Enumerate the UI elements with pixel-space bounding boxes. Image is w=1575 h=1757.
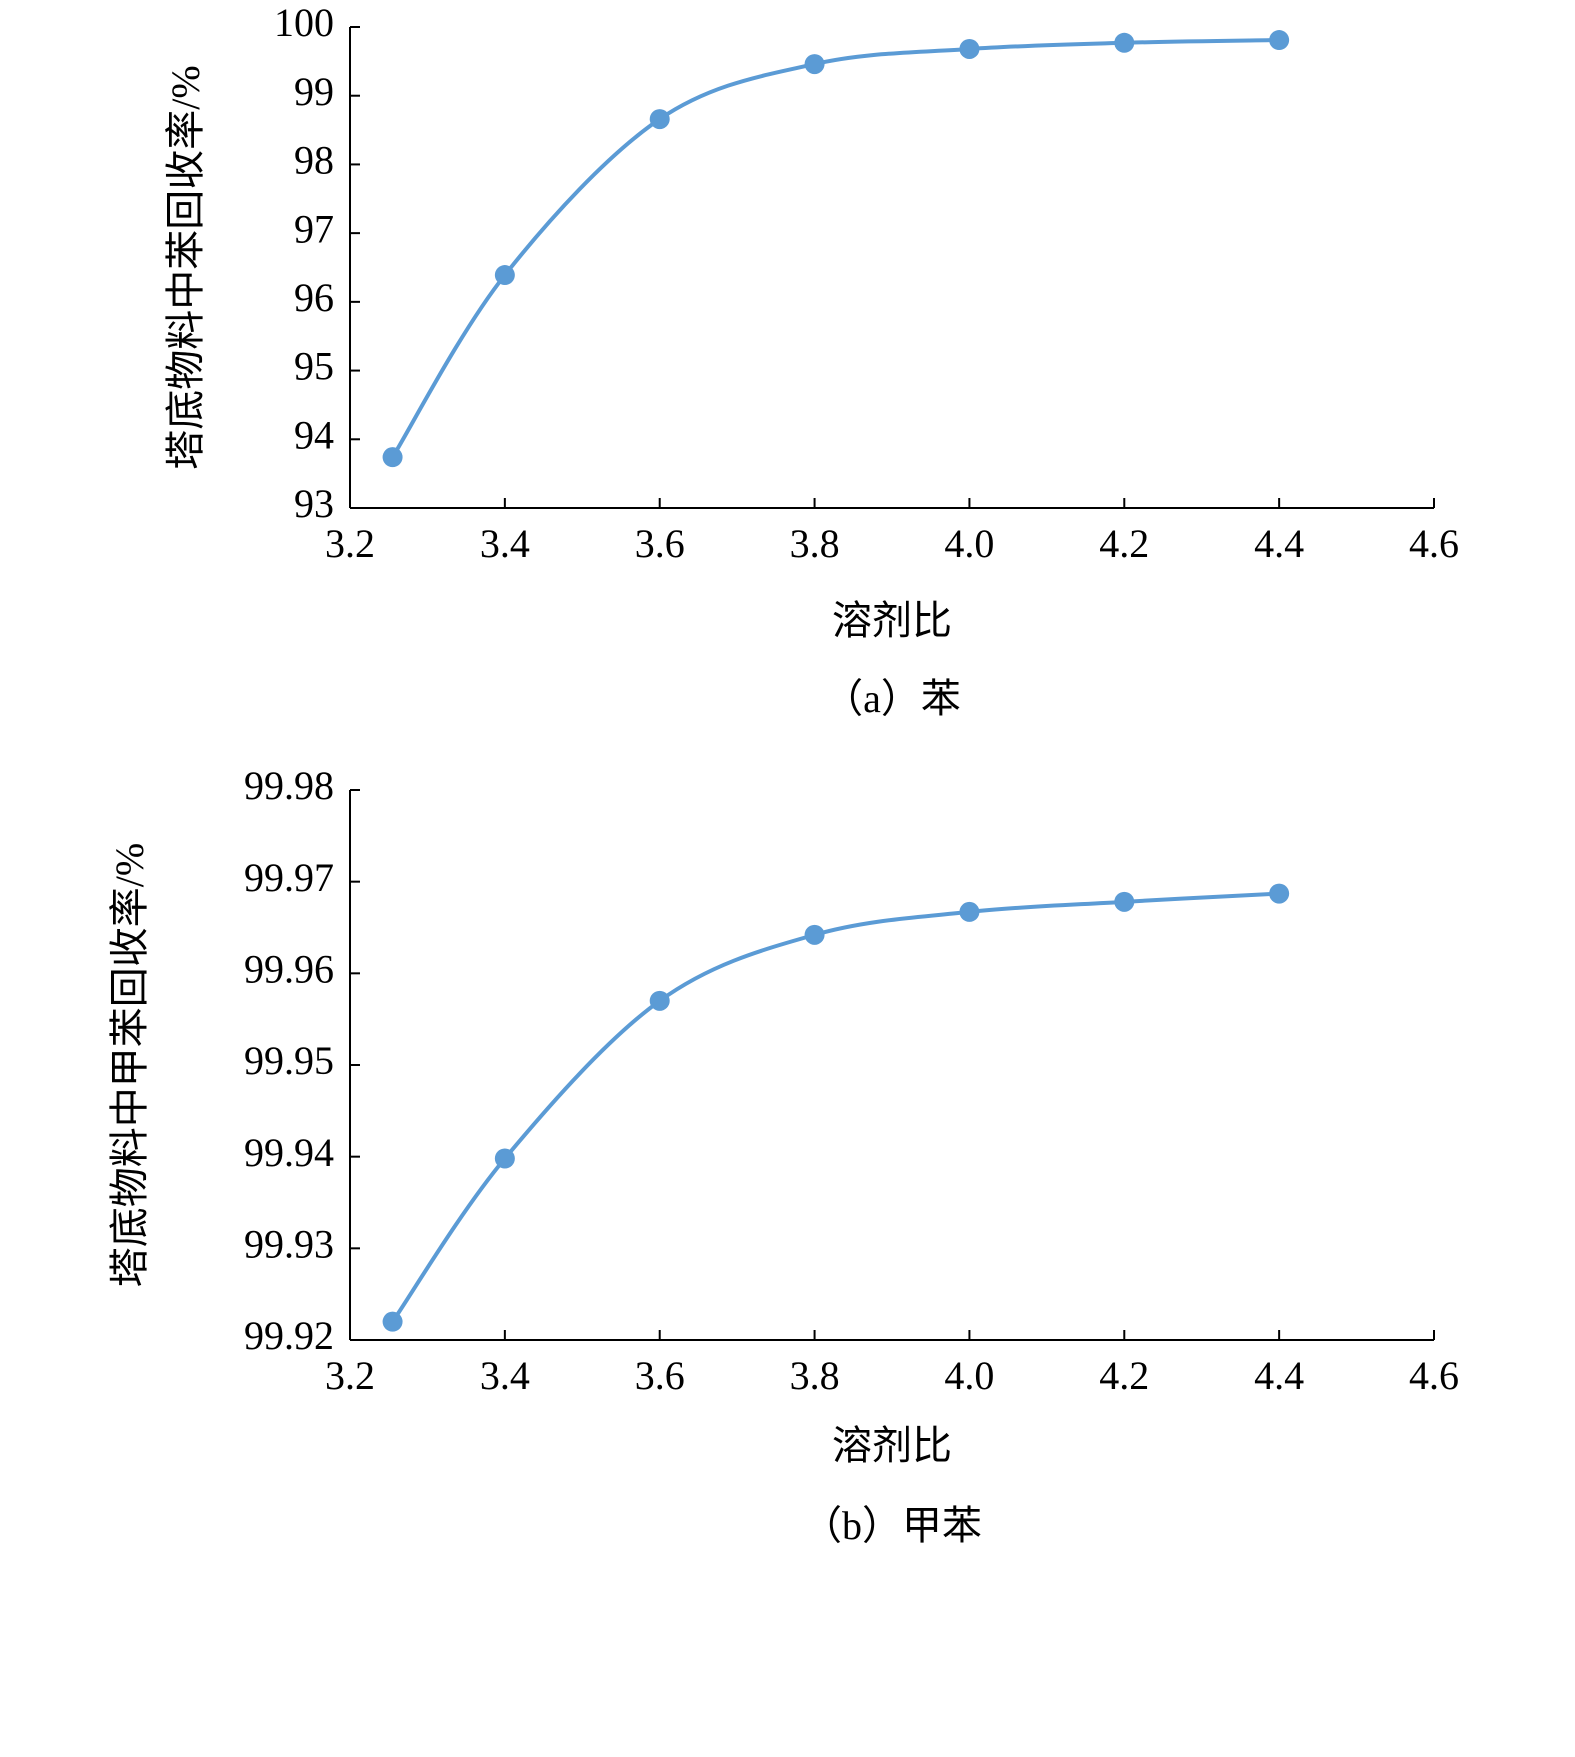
- x-tick-label: 3.4: [480, 1353, 530, 1398]
- x-tick-label: 4.4: [1254, 521, 1304, 566]
- data-point: [382, 1311, 403, 1332]
- x-tick-label: 4.2: [1099, 1353, 1149, 1398]
- data-point: [1114, 891, 1135, 912]
- x-axis-label: 溶剂比: [832, 1423, 952, 1468]
- data-point: [494, 265, 515, 286]
- x-tick-label: 4.0: [944, 1353, 994, 1398]
- y-tick-label: 98: [294, 138, 334, 183]
- series-line: [390, 891, 1280, 1323]
- y-tick-label: 96: [294, 275, 334, 320]
- data-point: [959, 38, 980, 59]
- data-point: [1114, 32, 1135, 53]
- data-point: [494, 1148, 515, 1169]
- y-tick-label: 99.92: [244, 1313, 334, 1358]
- y-tick-label: 99.98: [244, 763, 334, 808]
- y-tick-label: 99.94: [244, 1130, 334, 1175]
- x-tick-label: 3.4: [480, 521, 530, 566]
- x-tick-label: 3.8: [790, 1353, 840, 1398]
- y-axis-label: 塔底物料中甲苯回收率/%: [107, 843, 152, 1287]
- y-tick-label: 94: [294, 412, 334, 457]
- data-point: [649, 990, 670, 1011]
- y-axis-label: 塔底物料中苯回收率/%: [163, 65, 208, 469]
- y-tick-label: 100: [274, 0, 334, 45]
- y-tick-label: 99: [294, 69, 334, 114]
- x-tick-label: 3.6: [635, 1353, 685, 1398]
- data-point: [804, 54, 825, 75]
- data-point: [382, 447, 403, 468]
- x-tick-label: 3.2: [325, 1353, 375, 1398]
- y-tick-label: 99.96: [244, 947, 334, 992]
- y-tick-label: 99.93: [244, 1222, 334, 1267]
- y-tick-label: 99.97: [244, 855, 334, 900]
- data-point: [649, 109, 670, 130]
- data-point: [1269, 883, 1290, 904]
- x-tick-label: 3.2: [325, 521, 375, 566]
- data-point: [1269, 30, 1290, 51]
- caption: （b）甲苯: [802, 1503, 982, 1548]
- y-tick-label: 99.95: [244, 1038, 334, 1083]
- x-tick-label: 4.6: [1409, 521, 1459, 566]
- x-tick-label: 4.0: [944, 521, 994, 566]
- data-point: [959, 901, 980, 922]
- y-tick-label: 93: [294, 481, 334, 526]
- x-tick-label: 3.8: [790, 521, 840, 566]
- y-tick-label: 97: [294, 206, 334, 251]
- series-line: [390, 38, 1280, 459]
- x-axis-label: 溶剂比: [832, 598, 952, 643]
- x-tick-label: 4.2: [1099, 521, 1149, 566]
- x-tick-label: 4.6: [1409, 1353, 1459, 1398]
- x-tick-label: 3.6: [635, 521, 685, 566]
- data-point: [804, 924, 825, 945]
- caption: （a）苯: [823, 676, 961, 721]
- y-tick-label: 95: [294, 344, 334, 389]
- x-tick-label: 4.4: [1254, 1353, 1304, 1398]
